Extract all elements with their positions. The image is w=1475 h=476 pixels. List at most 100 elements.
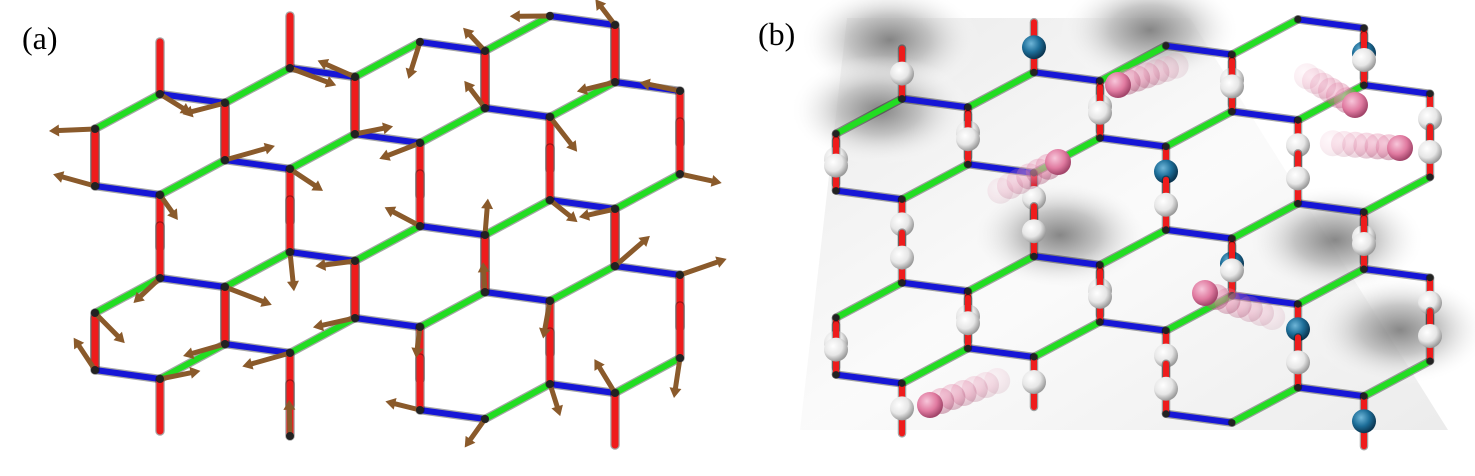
lattice-site — [964, 103, 972, 111]
empty-site-sphere — [890, 245, 914, 270]
spin-arrow-head — [669, 387, 682, 398]
lattice-site — [416, 38, 424, 46]
lattice-site — [1360, 208, 1368, 216]
spin-arrow — [190, 341, 228, 356]
lattice-site — [481, 104, 489, 112]
lattice-site — [832, 314, 840, 322]
spin-arrow-head — [464, 80, 476, 93]
spin-arrow — [586, 206, 618, 218]
bond-x — [965, 345, 1037, 360]
spin-arrow-head — [263, 142, 275, 155]
lattice-site — [416, 406, 424, 414]
lattice-site — [546, 196, 554, 204]
empty-site-sphere — [1154, 376, 1178, 401]
lattice-site — [1162, 42, 1170, 50]
spin-arrow — [286, 407, 293, 439]
lattice-site — [964, 344, 972, 352]
bond-x — [1295, 384, 1367, 400]
spin-arrow-head — [539, 327, 551, 339]
lattice-site — [611, 78, 619, 86]
spin-arrow — [138, 275, 163, 299]
fermion-trail — [1387, 135, 1413, 161]
flux-sphere — [1022, 35, 1046, 60]
lattice-site — [546, 297, 554, 305]
lattice-site — [286, 349, 294, 357]
bond-x — [547, 197, 618, 212]
lattice-site — [1294, 15, 1302, 23]
lattice-site — [221, 340, 229, 348]
spin-arrow-head — [312, 319, 325, 332]
bond-y — [899, 345, 971, 387]
lattice-site — [286, 64, 294, 72]
spin-arrow — [584, 79, 618, 92]
spin-arrow — [386, 140, 423, 158]
spin-arrow-head — [566, 140, 578, 152]
spin-arrow-head — [113, 331, 125, 344]
bond-y — [1229, 16, 1301, 58]
lattice-site — [1228, 107, 1236, 115]
bond-y — [482, 197, 553, 238]
bond-x — [833, 187, 905, 203]
bond-y — [1361, 174, 1433, 216]
bond-y — [612, 171, 683, 212]
bond-x — [1031, 69, 1103, 84]
spin-arrow — [597, 365, 618, 396]
lattice-site — [286, 165, 294, 173]
spin-arrow — [157, 370, 194, 382]
bond-y — [1097, 226, 1169, 268]
spin-arrow-head — [183, 347, 195, 360]
bond-x — [1295, 200, 1367, 216]
fermion-trail — [917, 392, 943, 418]
empty-site-sphere — [890, 212, 914, 237]
spin-arrow — [467, 86, 488, 111]
lattice-site — [1096, 318, 1104, 326]
flux-sphere — [1286, 317, 1310, 342]
spin-arrow-head — [317, 59, 330, 71]
spin-arrow — [322, 258, 358, 268]
spin-arrow-head — [48, 124, 60, 137]
lattice-site — [676, 170, 684, 178]
spin-arrow-head — [287, 280, 299, 292]
spin-arrow-head — [639, 78, 651, 91]
spin-arrow — [76, 343, 98, 373]
lattice-site — [91, 309, 99, 317]
bond-y — [1361, 358, 1433, 400]
empty-site-sphere — [1022, 219, 1046, 244]
empty-site-sphere — [1418, 324, 1442, 348]
empty-site-sphere — [1154, 192, 1178, 217]
bond-y — [1295, 266, 1367, 308]
spin-arrow — [287, 166, 318, 188]
bond-y — [547, 79, 618, 120]
spin-arrow — [547, 114, 574, 147]
bond-y — [1163, 108, 1235, 150]
bond-y — [833, 95, 905, 137]
bond-y — [482, 13, 553, 54]
fermion-trail — [1045, 149, 1071, 175]
lattice-site — [1096, 134, 1104, 142]
spin-arrow — [222, 284, 265, 304]
lattice-site — [898, 279, 906, 287]
lattice-site — [1228, 51, 1236, 59]
spin-arrow-head — [189, 366, 201, 379]
bond-y — [222, 65, 293, 106]
panel-b-label: (b) — [758, 16, 796, 52]
empty-site-sphere — [1220, 258, 1244, 283]
bond-x — [417, 407, 488, 422]
spin-arrow — [92, 310, 121, 339]
lattice-site — [676, 354, 684, 362]
bond-y — [417, 105, 488, 146]
lattice-site — [351, 314, 359, 322]
spin-arrow-head — [565, 211, 578, 223]
bond-y — [1031, 318, 1103, 360]
lattice-site — [1360, 24, 1368, 32]
spin-arrow — [320, 315, 358, 328]
spin-arrow — [542, 298, 553, 332]
empty-site-sphere — [956, 127, 980, 152]
lattice-site — [1360, 265, 1368, 273]
spin-arrow-head — [595, 0, 607, 11]
fermion-trail — [1192, 280, 1218, 306]
spin-arrow-head — [384, 206, 397, 218]
bond-x — [287, 249, 358, 264]
bond-x — [1295, 16, 1367, 32]
